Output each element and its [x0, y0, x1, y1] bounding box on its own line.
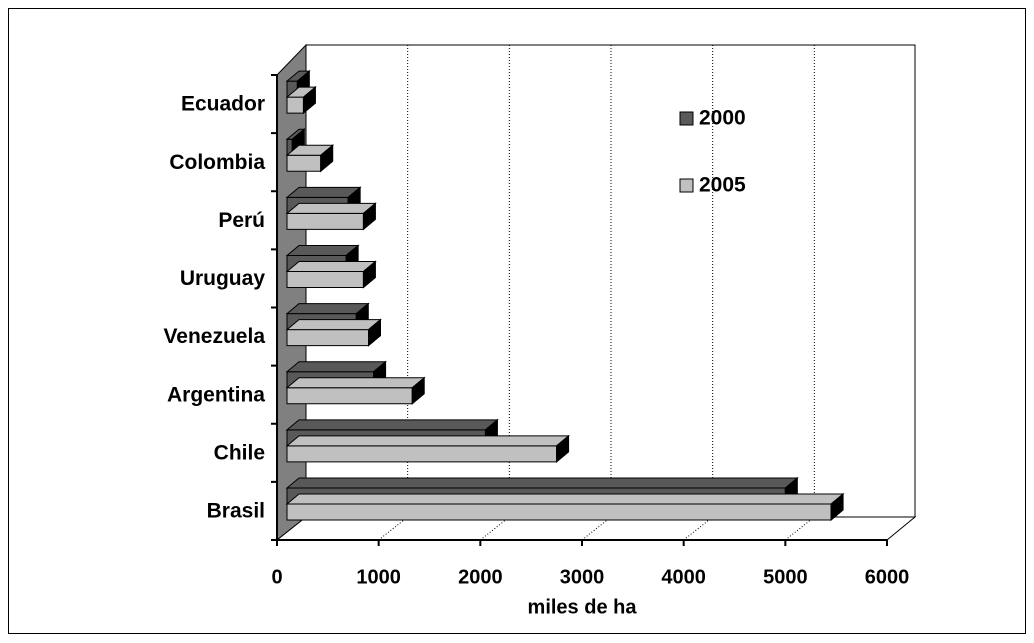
y-tick-label: Uruguay — [180, 267, 266, 290]
bar-front — [286, 329, 369, 347]
bar-front — [286, 154, 322, 172]
bar-side — [830, 492, 844, 522]
bar-side — [302, 86, 316, 115]
bar-side — [362, 202, 376, 231]
bar-side — [411, 376, 425, 405]
bar-front — [286, 503, 832, 521]
x-tick-label: 2000 — [458, 566, 503, 588]
x-tick-label: 1000 — [356, 566, 401, 588]
bar-top — [285, 319, 382, 331]
x-tick-label: 3000 — [560, 566, 605, 588]
bar-top — [285, 361, 387, 373]
y-tick-label: Perú — [218, 209, 265, 232]
bar-front — [286, 96, 304, 114]
floor-grid-line — [785, 516, 815, 541]
legend-swatch — [679, 178, 694, 193]
y-tick-label: Colombia — [169, 151, 265, 174]
side-wall — [276, 43, 307, 542]
bar-top — [285, 202, 377, 214]
bar-front — [286, 387, 413, 405]
legend-label: 2000 — [699, 107, 746, 130]
bar-top — [285, 261, 377, 272]
bar-top — [285, 419, 499, 431]
floor-grid-line — [581, 516, 612, 541]
legend-label: 2005 — [699, 174, 746, 197]
bar-front — [286, 212, 364, 230]
y-tick-label: Chile — [214, 441, 265, 464]
bar-side — [556, 434, 570, 463]
floor-grid-line — [378, 516, 408, 541]
bar-top — [285, 377, 426, 389]
x-tick-label: 5000 — [763, 566, 808, 588]
floor-grid-line — [683, 516, 713, 541]
bar-front — [286, 271, 364, 288]
bar-top — [285, 303, 370, 315]
x-tick-label: 6000 — [865, 566, 910, 588]
x-axis-title: miles de ha — [528, 596, 638, 618]
bar-side — [368, 318, 381, 347]
bar-top — [285, 477, 799, 489]
bar-side — [320, 144, 334, 173]
floor-grid-line — [480, 516, 510, 541]
y-tick-label: Argentina — [167, 383, 265, 406]
bar-top — [285, 435, 570, 447]
x-tick-label: 4000 — [661, 566, 706, 588]
bar-front — [286, 445, 558, 463]
y-tick-label: Venezuela — [163, 325, 265, 348]
y-tick-label: Brasil — [207, 500, 265, 523]
legend-swatch — [679, 111, 694, 126]
bar-side — [362, 260, 376, 289]
y-tick-label: Ecuador — [181, 93, 265, 116]
bar-top — [285, 493, 845, 505]
x-tick-label: 0 — [271, 566, 282, 588]
